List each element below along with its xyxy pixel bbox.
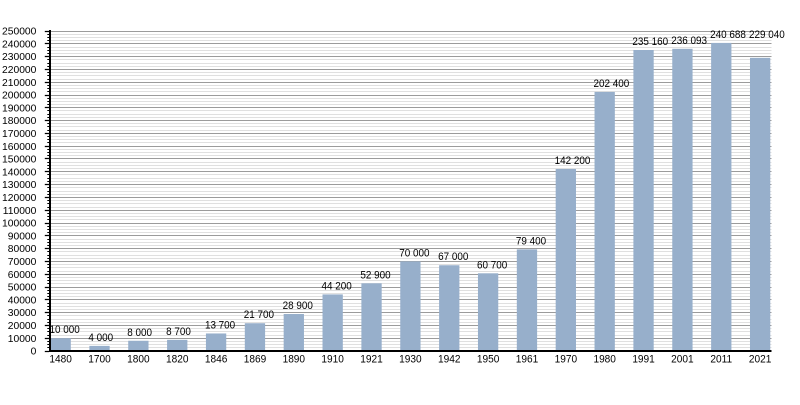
svg-text:1700: 1700 <box>88 353 111 365</box>
svg-text:190000: 190000 <box>2 103 37 114</box>
svg-text:40000: 40000 <box>8 295 37 306</box>
svg-text:1970: 1970 <box>555 353 578 365</box>
svg-text:20000: 20000 <box>8 321 37 332</box>
svg-text:100000: 100000 <box>2 219 37 230</box>
svg-text:160000: 160000 <box>2 142 37 153</box>
svg-text:79 400: 79 400 <box>516 236 546 248</box>
svg-text:10000: 10000 <box>8 334 37 345</box>
svg-text:50000: 50000 <box>8 283 37 294</box>
svg-text:1942: 1942 <box>438 353 461 365</box>
svg-text:235 160: 235 160 <box>632 37 668 49</box>
svg-text:10 000: 10 000 <box>50 325 80 337</box>
svg-text:220000: 220000 <box>2 65 37 76</box>
svg-text:44 200: 44 200 <box>322 281 352 293</box>
svg-text:8 700: 8 700 <box>166 326 191 338</box>
svg-text:170000: 170000 <box>2 129 37 140</box>
svg-text:1820: 1820 <box>166 353 189 365</box>
svg-text:52 900: 52 900 <box>360 270 390 282</box>
svg-text:140000: 140000 <box>2 167 37 178</box>
svg-text:1910: 1910 <box>321 353 344 365</box>
svg-text:2001: 2001 <box>671 353 694 365</box>
svg-text:1800: 1800 <box>127 353 150 365</box>
svg-text:1930: 1930 <box>399 353 422 365</box>
svg-text:110000: 110000 <box>3 206 37 217</box>
svg-text:60000: 60000 <box>8 270 37 281</box>
svg-text:240000: 240000 <box>2 39 37 50</box>
svg-text:1869: 1869 <box>244 353 267 365</box>
svg-text:1991: 1991 <box>632 353 655 365</box>
svg-text:1480: 1480 <box>49 353 72 365</box>
svg-text:80000: 80000 <box>8 244 37 255</box>
svg-text:30000: 30000 <box>8 308 37 319</box>
svg-text:0: 0 <box>31 347 37 358</box>
svg-text:240 688: 240 688 <box>710 30 746 42</box>
svg-text:4 000: 4 000 <box>88 332 113 344</box>
svg-text:70000: 70000 <box>8 257 37 268</box>
svg-text:67 000: 67 000 <box>438 252 468 264</box>
svg-text:120000: 120000 <box>2 193 37 204</box>
svg-text:236 093: 236 093 <box>671 35 707 47</box>
svg-text:1890: 1890 <box>283 353 306 365</box>
svg-text:90000: 90000 <box>8 231 37 242</box>
svg-text:229 040: 229 040 <box>749 30 785 42</box>
svg-text:1950: 1950 <box>477 353 500 365</box>
svg-text:28 900: 28 900 <box>283 301 313 313</box>
svg-text:202 400: 202 400 <box>594 79 630 91</box>
svg-text:70 000: 70 000 <box>399 248 429 260</box>
svg-text:1961: 1961 <box>516 353 539 365</box>
svg-text:2021: 2021 <box>749 353 772 365</box>
svg-text:230000: 230000 <box>2 52 37 63</box>
svg-text:142 200: 142 200 <box>555 156 591 168</box>
svg-text:60 700: 60 700 <box>477 260 507 272</box>
svg-text:8 000: 8 000 <box>127 327 152 339</box>
svg-text:150000: 150000 <box>2 155 37 166</box>
svg-text:250000: 250000 <box>2 27 37 38</box>
svg-text:180000: 180000 <box>2 116 37 127</box>
svg-text:21 700: 21 700 <box>244 310 274 322</box>
svg-text:130000: 130000 <box>2 180 37 191</box>
svg-text:13 700: 13 700 <box>205 320 235 332</box>
svg-text:200000: 200000 <box>2 91 37 102</box>
svg-text:2011: 2011 <box>710 353 732 365</box>
svg-text:1980: 1980 <box>593 353 616 365</box>
svg-text:1921: 1921 <box>360 353 383 365</box>
svg-text:1846: 1846 <box>205 353 228 365</box>
svg-text:210000: 210000 <box>2 78 37 89</box>
